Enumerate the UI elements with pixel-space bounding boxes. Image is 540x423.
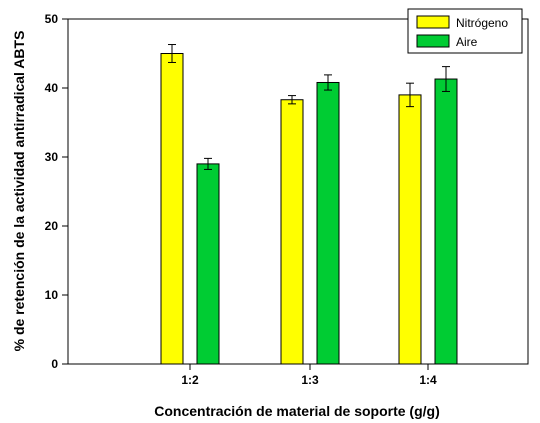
legend-label-aire: Aire: [456, 35, 478, 49]
y-tick-label: 30: [45, 150, 59, 164]
x-axis: 1:2 1:3 1:4: [181, 364, 437, 387]
y-axis-title: % de retención de la actividad antirradi…: [11, 31, 27, 352]
bar-nitrogeno-0: [160, 53, 184, 365]
y-tick: 0: [51, 357, 68, 371]
x-tick-label: 1:3: [301, 373, 319, 387]
bar-aire-2: [434, 78, 458, 365]
error-bar-aire-2: [442, 66, 450, 92]
y-tick-label: 10: [45, 288, 59, 302]
bar-aire-1: [316, 81, 340, 365]
bar-nitrogeno-2: [398, 94, 422, 365]
x-tick-label: 1:2: [181, 373, 199, 387]
y-tick: 40: [45, 81, 68, 95]
x-tick: 1:2: [181, 364, 199, 387]
y-tick-label: 50: [45, 12, 59, 26]
plot-frame: [67, 18, 529, 365]
x-axis-title: Concentración de material de soporte (g/…: [154, 403, 440, 419]
error-bar-aire-0: [204, 157, 212, 170]
legend-swatch-aire: [416, 34, 450, 48]
legend: Nitrógeno Aire: [407, 8, 523, 54]
y-tick: 20: [45, 219, 68, 233]
x-tick: 1:4: [419, 364, 437, 387]
x-tick-label: 1:4: [419, 373, 437, 387]
bar-aire-0: [196, 163, 220, 365]
y-tick: 30: [45, 150, 68, 164]
y-tick-label: 20: [45, 219, 59, 233]
error-bars-layer: [168, 44, 450, 170]
error-bar-nitrogeno-0: [168, 44, 176, 63]
legend-swatch-nitrogeno: [416, 15, 450, 29]
error-bar-aire-1: [324, 74, 332, 91]
error-bar-nitrogeno-2: [406, 82, 414, 108]
x-tick: 1:3: [301, 364, 319, 387]
y-tick: 50: [45, 12, 68, 26]
y-tick: 10: [45, 288, 68, 302]
error-bar-nitrogeno-1: [288, 95, 296, 105]
y-axis: 0 10 20 30 40 50: [45, 12, 68, 371]
bar-nitrogeno-1: [280, 99, 304, 365]
y-tick-label: 0: [51, 357, 58, 371]
bars-layer: [160, 53, 458, 365]
y-tick-label: 40: [45, 81, 59, 95]
legend-label-nitrogeno: Nitrógeno: [456, 16, 508, 30]
